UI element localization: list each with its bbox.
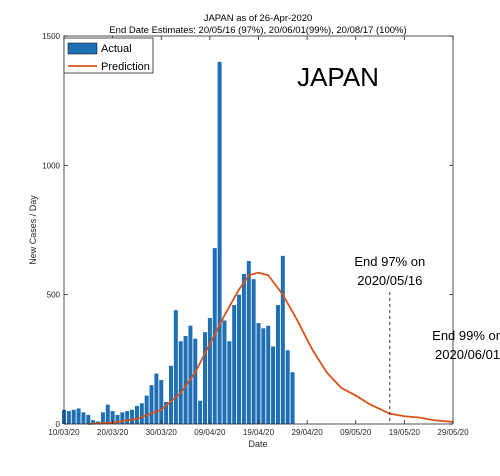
bar — [159, 380, 164, 424]
bar — [237, 294, 242, 424]
bars-group — [62, 61, 295, 425]
bar — [164, 402, 169, 424]
bar — [115, 414, 120, 424]
bar — [280, 255, 285, 424]
bar — [91, 420, 96, 424]
chart-title: JAPAN as of 26-Apr-2020 — [204, 13, 313, 24]
legend-actual-swatch — [67, 42, 98, 55]
prediction-line — [88, 271, 454, 425]
legend: Actual Prediction — [63, 37, 154, 74]
y-axis-label: New Cases / Day — [28, 195, 38, 265]
bar — [144, 395, 149, 424]
x-tick-label: 19/04/20 — [243, 428, 275, 437]
bar — [110, 411, 115, 424]
bar — [203, 332, 208, 424]
bar — [154, 373, 159, 424]
bar — [193, 338, 198, 424]
bar — [125, 411, 130, 424]
x-tick-label: 09/05/20 — [340, 428, 372, 437]
prediction-group — [88, 271, 454, 425]
y-tick-label: 0 — [56, 420, 61, 429]
bar — [71, 409, 76, 424]
bar — [246, 261, 251, 424]
chart-subtitle: End Date Estimates: 20/05/16 (97%), 20/0… — [109, 25, 406, 36]
bar — [139, 403, 144, 424]
bar — [222, 320, 227, 424]
bar — [266, 325, 271, 424]
bar — [275, 305, 280, 424]
bar — [256, 323, 261, 424]
annotations-group: End 97% on 2020/05/16 End 99% on 2020/06/01 — [354, 254, 500, 424]
bar — [285, 350, 290, 424]
x-tick-label: 29/05/20 — [437, 428, 469, 437]
country-label: JAPAN — [297, 62, 379, 92]
bar — [271, 346, 276, 424]
bar — [232, 305, 237, 424]
legend-prediction-label: Prediction — [101, 61, 150, 73]
bar — [227, 341, 232, 424]
y-tick-label: 1000 — [42, 161, 60, 170]
bar — [81, 412, 86, 424]
bar — [86, 414, 91, 424]
bar — [251, 279, 256, 424]
x-axis-label: Date — [248, 439, 267, 449]
bar — [217, 61, 222, 425]
bar — [290, 372, 295, 424]
annotation-text: 2020/06/01 — [435, 347, 500, 362]
x-tick-label: 09/04/20 — [194, 428, 226, 437]
axes-group: 10/03/20 20/03/20 30/03/20 09/04/20 19/04/20… — [42, 32, 469, 437]
bar — [134, 405, 139, 424]
bar — [76, 408, 81, 424]
bar — [100, 412, 105, 424]
x-tick-label: 20/03/20 — [97, 428, 129, 437]
bar — [168, 365, 173, 424]
x-tick-label: 29/04/20 — [292, 428, 324, 437]
annotation-text: End 99% on — [432, 328, 500, 343]
bar — [120, 412, 125, 424]
bar — [173, 310, 178, 424]
bar — [188, 325, 193, 424]
bar — [66, 411, 71, 424]
x-tick-label: 10/03/20 — [48, 428, 80, 437]
x-tick-label: 19/05/20 — [389, 428, 421, 437]
bar — [178, 341, 183, 424]
bar — [149, 385, 154, 424]
bar — [183, 336, 188, 424]
x-tick-label: 30/03/20 — [146, 428, 178, 437]
legend-actual-label: Actual — [101, 43, 132, 55]
annotation-text: End 97% on — [354, 254, 425, 269]
bar — [241, 273, 246, 424]
bar — [198, 400, 203, 424]
bar — [130, 409, 135, 424]
bar — [207, 317, 212, 424]
annotation-text: 2020/05/16 — [357, 273, 422, 288]
bar — [261, 328, 266, 424]
y-tick-label: 1500 — [42, 32, 60, 41]
bar — [105, 404, 110, 424]
y-tick-label: 500 — [47, 291, 61, 300]
